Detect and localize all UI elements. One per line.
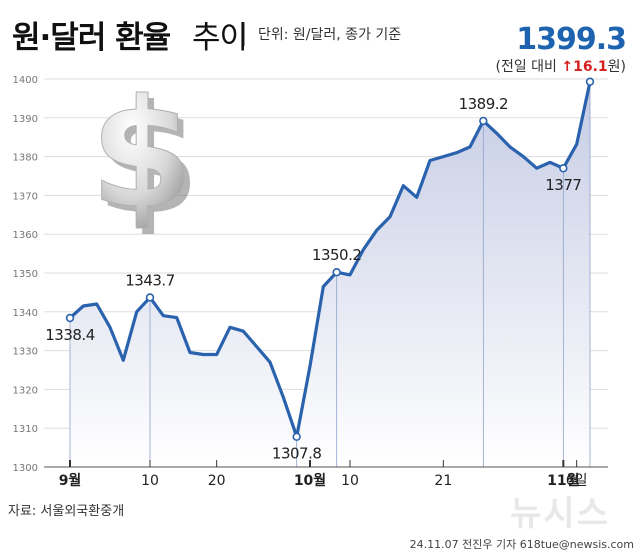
data-label: 1343.7	[125, 271, 175, 289]
chart-title-suffix: 추이	[192, 20, 248, 56]
chart-header: 원·달러 환율 추이 단위: 원/달러, 종가 기준 1399.3 (전일 대비…	[0, 0, 640, 75]
unit-note: 단위: 원/달러, 종가 기준	[258, 27, 402, 43]
data-point	[559, 164, 568, 173]
x-tick-label: 10	[141, 473, 159, 489]
x-tick-label: 11월	[547, 472, 579, 489]
data-label: 1307.8	[272, 445, 322, 463]
data-point	[292, 432, 301, 441]
latest-value: 1399.3	[516, 22, 627, 57]
data-point	[65, 313, 75, 323]
x-tick-label: 20	[208, 473, 226, 489]
series-line	[68, 80, 592, 439]
svg-text:$: $	[96, 74, 200, 248]
y-tick-label: 1330	[13, 347, 38, 358]
change-suffix: 원)	[607, 59, 626, 75]
data-point	[479, 116, 488, 126]
annotated-points: 1338.4 1343.7 1307.8 1350.2 1389.2 1377	[45, 77, 595, 463]
x-tick-label: 9월	[59, 472, 82, 489]
drop-lines	[69, 81, 591, 467]
series-line-path	[68, 80, 592, 439]
y-tick-label: 1380	[13, 153, 38, 164]
credit-note: 24.11.07 전진우 기자 618tue@newsis.com	[409, 538, 634, 551]
data-point	[585, 77, 595, 86]
change-line: (전일 대비 ↑16.1원)	[495, 56, 626, 76]
y-tick-label: 1390	[13, 114, 38, 125]
y-tick-label: 1310	[13, 424, 38, 435]
data-label: 1338.4	[45, 326, 95, 344]
y-tick-label: 1400	[13, 75, 38, 86]
y-tick-label: 1370	[13, 191, 38, 202]
x-tick-label: 10월	[294, 472, 326, 489]
area-fill	[70, 81, 590, 467]
area-fill-path	[70, 81, 590, 467]
data-label: 1350.2	[312, 246, 362, 264]
y-tick-label: 1300	[13, 463, 38, 474]
y-tick-label: 1350	[13, 269, 38, 280]
y-tick-label: 1340	[13, 308, 38, 319]
watermark: 뉴시스	[510, 494, 610, 534]
x-tick-label: 10	[341, 473, 359, 489]
x-tick-label: 6일	[566, 473, 588, 489]
x-tick-label: 21	[434, 473, 452, 489]
change-prefix: (전일 대비	[495, 59, 557, 75]
dollar-sign-icon: $ $	[89, 68, 200, 249]
chart-title: 원·달러 환율	[12, 20, 171, 56]
arrow-up-icon: ↑	[561, 59, 574, 75]
title-divider	[244, 22, 245, 46]
y-tick-label: 1360	[13, 230, 38, 241]
svg-text:$: $	[90, 68, 194, 242]
change-value: 16.1	[573, 59, 608, 75]
data-point	[145, 293, 155, 302]
data-label: 1389.2	[459, 95, 509, 113]
data-point	[332, 268, 341, 277]
source-note: 자료: 서울외국환중개	[8, 504, 125, 519]
data-label: 1377	[545, 176, 581, 194]
y-tick-label: 1320	[13, 385, 38, 396]
